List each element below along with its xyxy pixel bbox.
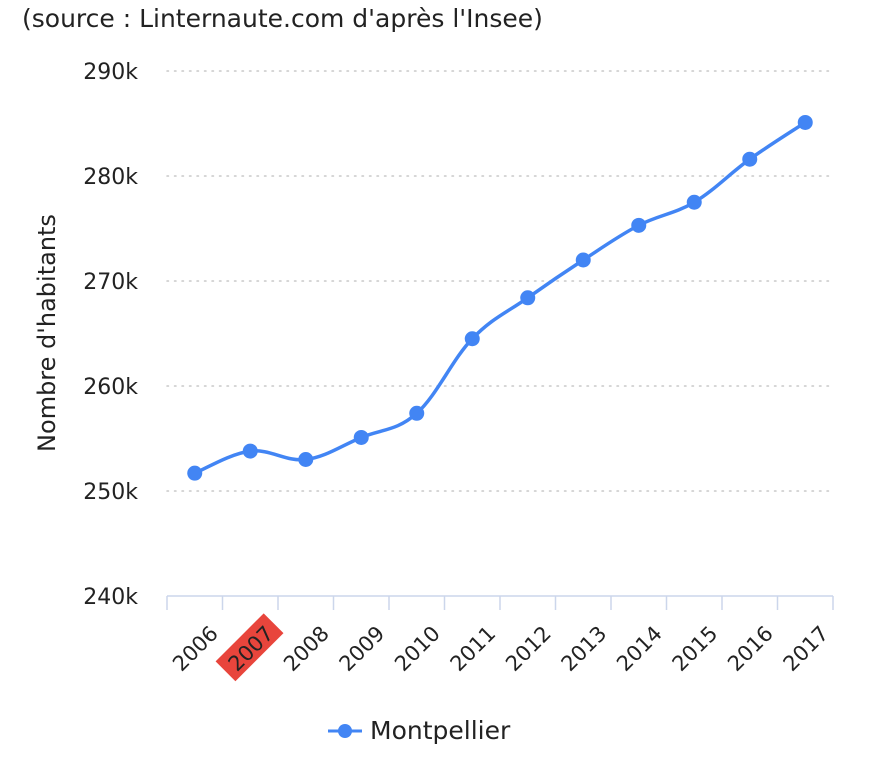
x-tick-label: 2013 — [557, 621, 612, 676]
x-tick-highlight — [215, 613, 284, 682]
data-point-2011[interactable] — [464, 331, 480, 347]
series-line-montpellier — [194, 120, 807, 475]
x-tick-2011: 2011 — [446, 621, 501, 676]
x-tick-2012: 2012 — [501, 621, 556, 676]
data-point-2015[interactable] — [686, 194, 702, 210]
data-point-2012[interactable] — [520, 290, 536, 306]
x-tick-label: 2006 — [168, 621, 223, 676]
x-tick-label: 2015 — [668, 621, 723, 676]
x-tick-label: 2014 — [612, 621, 667, 676]
x-tick-2008: 2008 — [279, 621, 334, 676]
data-point-2016[interactable] — [742, 151, 758, 167]
x-tick-2006: 2006 — [168, 621, 223, 676]
source-note: (source : Linternaute.com d'après l'Inse… — [22, 4, 543, 33]
x-tick-2014: 2014 — [612, 621, 667, 676]
x-tick-2017: 2017 — [779, 621, 834, 676]
y-tick-label: 290k — [83, 60, 138, 85]
x-tick-2010: 2010 — [390, 621, 445, 676]
x-axis — [166, 595, 834, 610]
x-tick-2007: 2007 — [215, 613, 284, 682]
y-axis-ticks: 240k 250k 260k 270k 280k 290k — [83, 60, 138, 610]
x-tick-label: 2009 — [335, 621, 390, 676]
x-tick-2016: 2016 — [723, 621, 778, 676]
data-point-2017[interactable] — [797, 114, 813, 130]
series-points — [187, 114, 813, 481]
y-tick-label: 240k — [83, 585, 138, 610]
x-tick-label: 2012 — [501, 621, 556, 676]
x-tick-label: 2010 — [390, 621, 445, 676]
x-tick-label: 2017 — [779, 621, 834, 676]
legend-item-montpellier: Montpellier — [370, 716, 511, 745]
data-point-2009[interactable] — [353, 429, 369, 445]
y-axis-label: Nombre d'habitants — [33, 214, 61, 452]
x-tick-2009: 2009 — [335, 621, 390, 676]
x-tick-2015: 2015 — [668, 621, 723, 676]
legend[interactable]: Montpellier — [328, 716, 510, 745]
data-point-2014[interactable] — [631, 217, 647, 233]
x-tick-label: 2011 — [446, 621, 501, 676]
x-tick-label: 2008 — [279, 621, 334, 676]
line-chart: 240k 250k 260k 270k 280k 290k Nombre d'habita… — [33, 60, 834, 682]
data-point-2010[interactable] — [409, 405, 425, 421]
data-point-2007[interactable] — [242, 443, 258, 459]
data-point-2006[interactable] — [187, 465, 203, 481]
y-tick-label: 270k — [83, 270, 138, 295]
y-tick-label: 280k — [83, 165, 138, 190]
grid-lines — [166, 70, 834, 492]
x-tick-2013: 2013 — [557, 621, 612, 676]
y-tick-label: 250k — [83, 480, 138, 505]
legend-marker-icon — [328, 723, 362, 738]
x-axis-ticks: 2006 2007 2008 2009 2010 2011 2012 2013 2014 2015… — [168, 613, 834, 682]
x-tick-label: 2016 — [723, 621, 778, 676]
data-point-2013[interactable] — [575, 252, 591, 268]
y-tick-label: 260k — [83, 375, 138, 400]
data-point-2008[interactable] — [298, 452, 314, 467]
